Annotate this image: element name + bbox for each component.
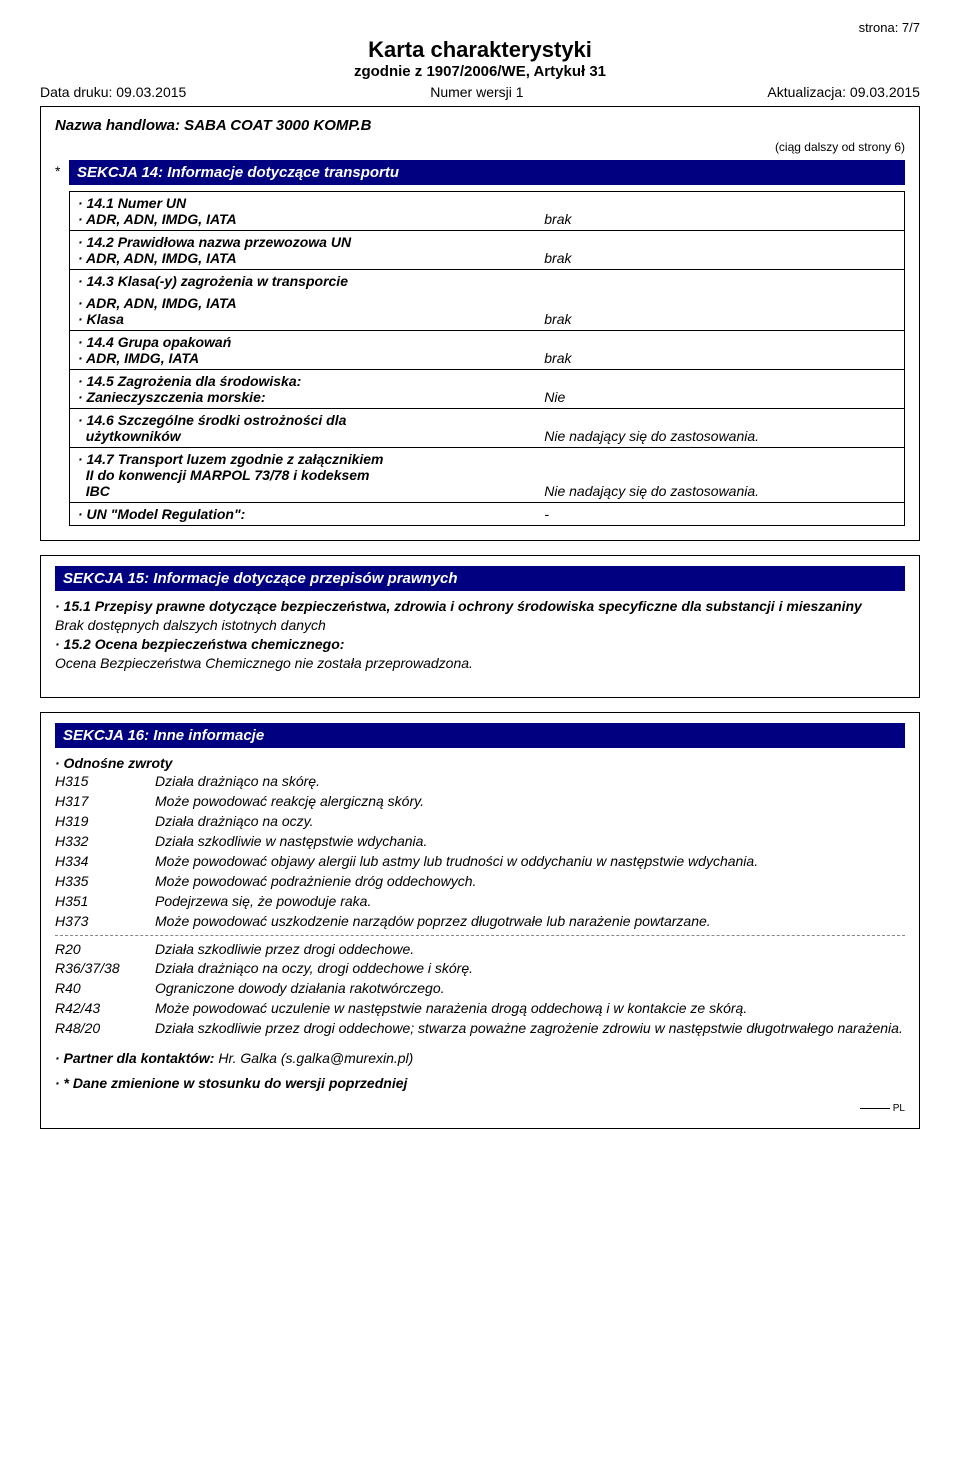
section-16-body: · Odnośne zwroty H315Działa drażniąco na… — [55, 754, 905, 1093]
page-number: strona: 7/7 — [40, 20, 920, 35]
r-phrases-list: R20Działa szkodliwie przez drogi oddecho… — [55, 940, 905, 1038]
hazard-row: H332Działa szkodliwie w następstwie wdyc… — [55, 832, 905, 851]
section-16-header: SEKCJA 16: Inne informacje — [55, 723, 905, 748]
hazard-description: Ograniczone dowody działania rakotwórcze… — [155, 979, 905, 998]
un-model-regulation-value: - — [544, 506, 896, 522]
hazard-row: H335Może powodować podrażnienie dróg odd… — [55, 872, 905, 891]
footer-country-code: PL — [55, 1103, 905, 1114]
section-14-header: SEKCJA 14: Informacje dotyczące transpor… — [69, 160, 905, 185]
trade-name: Nazwa handlowa: SABA COAT 3000 KOMP.B — [55, 117, 905, 134]
bulk-transport-label-2: II do konwencji MARPOL 73/78 i kodeksem — [78, 467, 896, 483]
hazard-description: Działa drażniąco na oczy. — [155, 812, 905, 831]
hazard-code: R36/37/38 — [55, 959, 155, 978]
hazard-description: Może powodować uszkodzenie narządów popr… — [155, 912, 905, 931]
hazard-description: Może powodować uczulenie w następstwie n… — [155, 999, 905, 1018]
doc-subtitle: zgodnie z 1907/2006/WE, Artykuł 31 — [40, 63, 920, 80]
hazard-code: R20 — [55, 940, 155, 959]
shipping-name-modes: · ADR, ADN, IMDG, IATA — [78, 250, 544, 266]
sec15-1-text: Brak dostępnych dalszych istotnych danyc… — [55, 617, 326, 633]
phrases-separator — [55, 935, 905, 936]
hazard-code: H315 — [55, 772, 155, 791]
hazard-row: H317Może powodować reakcję alergiczną sk… — [55, 792, 905, 811]
hazard-row: R36/37/38Działa drażniąco na oczy, drogi… — [55, 959, 905, 978]
print-date: Data druku: 09.03.2015 — [40, 84, 186, 100]
hazard-description: Może powodować reakcję alergiczną skóry. — [155, 792, 905, 811]
section-14-table: · 14.1 Numer UN · ADR, ADN, IMDG, IATA b… — [69, 191, 905, 526]
hazard-code: H334 — [55, 852, 155, 871]
hazard-code: H317 — [55, 792, 155, 811]
un-number-modes: · ADR, ADN, IMDG, IATA — [78, 211, 544, 227]
hazard-description: Działa drażniąco na oczy, drogi oddechow… — [155, 959, 905, 978]
contact-value: Hr. Galka (s.galka@murexin.pl) — [218, 1050, 413, 1066]
hazard-description: Może powodować podrażnienie dróg oddecho… — [155, 872, 905, 891]
un-number-value: brak — [544, 211, 896, 227]
hazard-row: R20Działa szkodliwie przez drogi oddecho… — [55, 940, 905, 959]
hazard-code: H319 — [55, 812, 155, 831]
hazard-code: R40 — [55, 979, 155, 998]
section-15-header: SEKCJA 15: Informacje dotyczące przepisó… — [55, 566, 905, 591]
env-hazards-label: · 14.5 Zagrożenia dla środowiska: — [78, 373, 896, 389]
doc-title: Karta charakterystyki — [40, 37, 920, 63]
hazard-description: Działa drażniąco na skórę. — [155, 772, 905, 791]
un-model-regulation-key: · UN "Model Regulation": — [78, 506, 544, 522]
hazard-description: Działa szkodliwie przez drogi oddechowe;… — [155, 1019, 905, 1038]
packing-group-label: · 14.4 Grupa opakowań — [78, 334, 896, 350]
shipping-name-label: · 14.2 Prawidłowa nazwa przewozowa UN — [78, 234, 896, 250]
section-15-frame: SEKCJA 15: Informacje dotyczące przepisó… — [40, 555, 920, 698]
header-meta-row: Data druku: 09.03.2015 Numer wersji 1 Ak… — [40, 84, 920, 100]
section-15-body: · 15.1 Przepisy prawne dotyczące bezpiec… — [55, 597, 905, 673]
un-number-label: · 14.1 Numer UN — [78, 195, 896, 211]
precautions-label-2: użytkowników — [78, 428, 544, 444]
sec15-1-label: · 15.1 Przepisy prawne dotyczące bezpiec… — [55, 598, 862, 614]
hazard-row: H315Działa drażniąco na skórę. — [55, 772, 905, 791]
hazard-row: R42/43Może powodować uczulenie w następs… — [55, 999, 905, 1018]
hazard-description: Podejrzewa się, że powoduje raka. — [155, 892, 905, 911]
hazard-code: H335 — [55, 872, 155, 891]
precautions-value: Nie nadający się do zastosowania. — [544, 428, 896, 444]
marine-pollutant-key: · Zanieczyszczenia morskie: — [78, 389, 544, 405]
packing-group-modes: · ADR, IMDG, IATA — [78, 350, 544, 366]
bulk-transport-value: Nie nadający się do zastosowania. — [544, 483, 896, 499]
hazard-code: H373 — [55, 912, 155, 931]
hazard-row: R48/20Działa szkodliwie przez drogi odde… — [55, 1019, 905, 1038]
section-14-frame: Nazwa handlowa: SABA COAT 3000 KOMP.B (c… — [40, 106, 920, 541]
hazard-description: Działa szkodliwie przez drogi oddechowe. — [155, 940, 905, 959]
changed-indicator-star: * — [55, 160, 69, 526]
packing-group-value: brak — [544, 350, 896, 366]
hazard-row: H351Podejrzewa się, że powoduje raka. — [55, 892, 905, 911]
hazard-description: Działa szkodliwie w następstwie wdychani… — [155, 832, 905, 851]
sec15-2-text: Ocena Bezpieczeństwa Chemicznego nie zos… — [55, 655, 473, 671]
hazard-class-value: brak — [544, 311, 896, 327]
hazard-row: H319Działa drażniąco na oczy. — [55, 812, 905, 831]
continued-from: (ciąg dalszy od strony 6) — [55, 140, 905, 154]
marine-pollutant-value: Nie — [544, 389, 896, 405]
hazard-code: R48/20 — [55, 1019, 155, 1038]
version-number: Numer wersji 1 — [430, 84, 523, 100]
footer-pl-text: PL — [893, 1103, 905, 1114]
hazard-code: H351 — [55, 892, 155, 911]
section-16-frame: SEKCJA 16: Inne informacje · Odnośne zwr… — [40, 712, 920, 1129]
hazard-code: H332 — [55, 832, 155, 851]
hazard-code: R42/43 — [55, 999, 155, 1018]
revision-date: Aktualizacja: 09.03.2015 — [767, 84, 920, 100]
hazard-row: H334Może powodować objawy alergii lub as… — [55, 852, 905, 871]
hazard-row: R40Ograniczone dowody działania rakotwór… — [55, 979, 905, 998]
precautions-label-1: · 14.6 Szczególne środki ostrożności dla — [78, 412, 896, 428]
hazard-row: H373Może powodować uszkodzenie narządów … — [55, 912, 905, 931]
bulk-transport-label-3: IBC — [78, 483, 544, 499]
hazard-class-modes: · ADR, ADN, IMDG, IATA — [78, 295, 896, 311]
contact-label: · Partner dla kontaktów: — [55, 1050, 218, 1066]
hazard-description: Może powodować objawy alergii lub astmy … — [155, 852, 905, 871]
hazard-class-key: · Klasa — [78, 311, 544, 327]
relevant-phrases-label: · Odnośne zwroty — [55, 754, 905, 773]
hazard-class-label: · 14.3 Klasa(-y) zagrożenia w transporci… — [78, 273, 896, 289]
changed-data-note: · * Dane zmienione w stosunku do wersji … — [55, 1074, 905, 1093]
shipping-name-value: brak — [544, 250, 896, 266]
sec15-2-label: · 15.2 Ocena bezpieczeństwa chemicznego: — [55, 636, 344, 652]
bulk-transport-label-1: · 14.7 Transport luzem zgodnie z załączn… — [78, 451, 896, 467]
h-phrases-list: H315Działa drażniąco na skórę.H317Może p… — [55, 772, 905, 930]
